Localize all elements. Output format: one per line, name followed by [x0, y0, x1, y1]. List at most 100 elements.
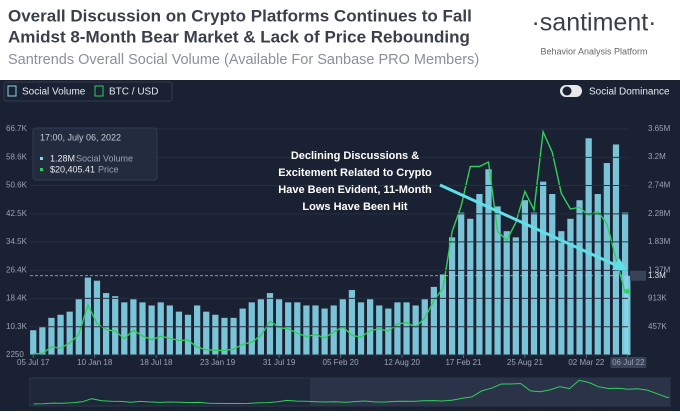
bar — [576, 200, 583, 355]
x-tick-label: 12 Aug 20 — [384, 358, 421, 367]
bar — [321, 308, 328, 355]
bar — [57, 314, 64, 355]
tooltip-dot — [40, 157, 43, 160]
bar — [39, 327, 46, 355]
y-tick-label: 2250 — [6, 350, 24, 359]
bar — [624, 275, 631, 355]
x-tick-highlight — [610, 357, 647, 368]
x-tick-label: 02 Mar 22 — [568, 358, 605, 367]
bar — [458, 212, 465, 355]
legend-swatch — [94, 85, 104, 97]
bar — [212, 314, 219, 355]
x-tick-label: 25 Aug 21 — [507, 358, 544, 367]
bar — [348, 289, 356, 355]
legend-box — [3, 81, 173, 102]
y2-tick-label: 3.2M — [648, 152, 666, 161]
bar — [139, 302, 146, 355]
y2-tick-label: 913K — [648, 294, 667, 303]
navigator-window[interactable] — [310, 378, 670, 406]
x-tick-label: 31 Jul 19 — [263, 358, 296, 367]
chart-title: Amidst 8-Month Bear Market & Lack of Pri… — [8, 27, 470, 46]
y-tick-label: 34.5K — [6, 237, 28, 246]
bar — [102, 293, 110, 355]
bar — [567, 218, 574, 355]
bar — [585, 138, 592, 355]
tooltip-box — [32, 127, 158, 181]
annotation-arrow — [439, 183, 623, 270]
logo: ·santiment· — [531, 9, 656, 37]
last-value-label: 1.3M — [648, 271, 666, 280]
x-tick-label: 10 Jan 18 — [77, 358, 113, 367]
last-point — [624, 288, 630, 294]
x-tick-label: 06 Jul 22 — [612, 358, 645, 367]
bar — [184, 314, 192, 355]
bar — [203, 311, 210, 355]
bar — [430, 286, 437, 355]
logo-tagline: Behavior Analysis Platform — [540, 46, 647, 56]
tooltip-dot — [40, 168, 43, 171]
bar — [439, 274, 447, 355]
x-tick-label: 18 Jul 18 — [140, 358, 173, 367]
tooltip-title: 17:00, July 06, 2022 — [40, 132, 121, 142]
bar — [194, 305, 201, 355]
legend-label[interactable]: BTC / USD — [109, 87, 158, 98]
annotation-text: Lows Have Been Hit — [302, 201, 407, 213]
y-tick-label: 10.3K — [6, 322, 28, 331]
bar — [294, 302, 301, 355]
bar — [540, 181, 547, 355]
y2-tick-label: 1.83M — [648, 237, 671, 246]
tooltip-value: $20,405.41 — [50, 164, 95, 174]
bar — [166, 305, 173, 355]
bar — [121, 302, 128, 355]
y2-tick-label: 2.28M — [648, 209, 671, 218]
bar — [521, 200, 529, 355]
y-tick-label: 66.7K — [6, 124, 28, 133]
tooltip: 17:00, July 06, 2022 1.28M Social Volume$2… — [32, 127, 158, 181]
bar — [394, 302, 401, 355]
bar — [403, 302, 410, 355]
bar — [175, 311, 183, 355]
chart-title: Overall Discussion on Crypto Platforms C… — [8, 6, 472, 25]
bar — [303, 305, 310, 355]
bar — [112, 296, 119, 355]
bar — [157, 302, 164, 355]
bar — [503, 231, 510, 355]
tooltip-label: Social Volume — [76, 153, 133, 163]
bar — [148, 305, 155, 355]
y-tick-label: 26.4K — [6, 265, 28, 274]
chart-subtitle: Santrends Overall Social Volume (Availab… — [8, 52, 479, 68]
annotation-text: Have Been Evident, 11-Month — [278, 184, 432, 196]
bar — [30, 330, 37, 355]
legend-label[interactable]: Social Volume — [22, 87, 86, 98]
annotation-arrowhead — [612, 258, 628, 271]
tooltip-label: Price — [98, 164, 119, 174]
annotation-text: Declining Discussions & — [291, 150, 419, 162]
navigator-line — [33, 379, 670, 405]
annotation-text: Excitement Related to Crypto — [278, 167, 432, 179]
bar — [248, 302, 255, 355]
bar — [448, 237, 456, 355]
bar — [412, 305, 419, 355]
bar — [66, 311, 73, 355]
y2-tick-label: 457K — [648, 322, 667, 331]
y2-tick-label: 1.37M — [648, 265, 671, 274]
y2-tick-label: 2.74M — [648, 180, 671, 189]
bar — [230, 317, 237, 355]
y2-tick-label: 3.65M — [648, 124, 671, 133]
tooltip-value: 1.28M — [50, 153, 75, 163]
y-tick-label: 58.6K — [6, 153, 28, 162]
bar — [376, 305, 383, 355]
bar — [357, 302, 365, 355]
bar — [549, 194, 556, 355]
bar — [385, 308, 392, 355]
x-tick-label: 17 Feb 21 — [445, 358, 482, 367]
y-tick-label: 42.5K — [6, 209, 28, 218]
bar — [467, 218, 474, 355]
x-tick-label: 23 Jan 19 — [200, 358, 236, 367]
bar — [603, 163, 610, 355]
x-tick-label: 05 Feb 20 — [323, 358, 360, 367]
bar — [485, 169, 492, 355]
toggle-label[interactable]: Social Dominance — [589, 87, 670, 98]
y-tick-label: 50.6K — [6, 181, 28, 190]
